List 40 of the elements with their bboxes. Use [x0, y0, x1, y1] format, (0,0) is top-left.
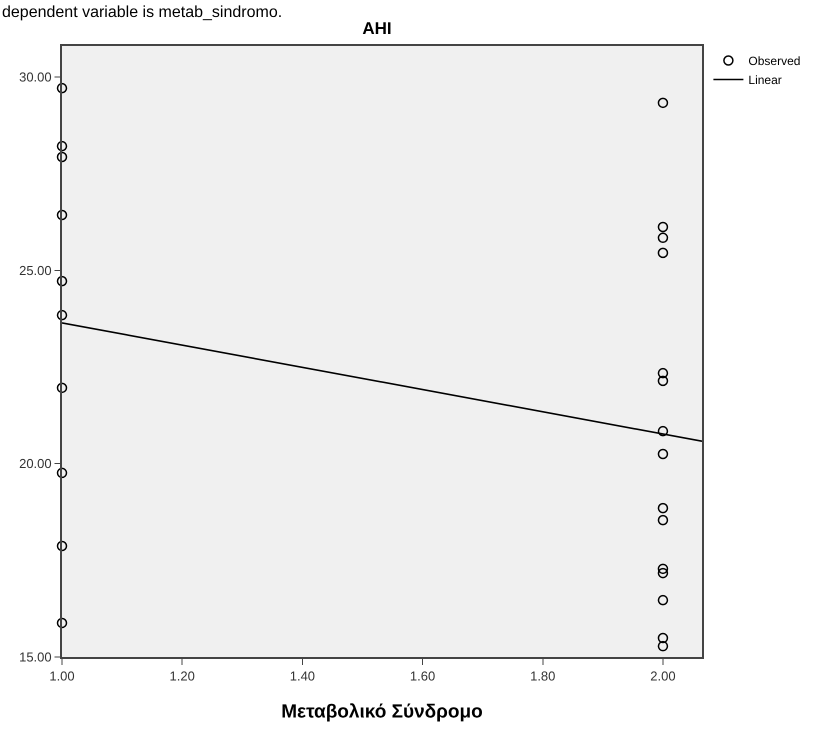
point: [658, 222, 668, 232]
text: dependent variable is metab_sindromo.: [2, 4, 282, 21]
point: [56, 210, 68, 220]
point: [658, 594, 668, 606]
x-tick-label: 2.00: [650, 668, 676, 684]
y-tick-label: 15.00: [19, 650, 52, 665]
x-tick-label: 1.20: [170, 668, 195, 684]
y-tick-label: 20.00: [19, 456, 52, 472]
chart-title: AHI: [362, 18, 392, 38]
legend-label: Observed: [748, 54, 800, 68]
point: [658, 564, 668, 574]
point: [658, 376, 668, 386]
point: [56, 140, 68, 152]
point: [56, 468, 68, 478]
point: [658, 640, 668, 652]
point: [56, 540, 68, 552]
y-tick-label: 30.00: [19, 69, 52, 84]
legend-label: Linear: [748, 73, 782, 88]
point: [56, 276, 68, 286]
point: [56, 310, 68, 320]
point: [658, 502, 668, 514]
point: [56, 618, 68, 628]
point: [658, 568, 668, 578]
point: [56, 382, 68, 394]
point: [56, 82, 68, 94]
x-tick-label: 1.80: [530, 668, 556, 684]
y-tick-label: 25.00: [19, 262, 52, 278]
x-tick-label: 1.00: [49, 668, 75, 684]
point: [658, 232, 668, 244]
x-tick-label: 1.60: [410, 668, 436, 684]
point: [658, 632, 668, 644]
point: [56, 152, 68, 162]
point: [658, 98, 668, 108]
point: [658, 514, 668, 526]
x-axis-title: Μεταβολικό Σύνδρομο: [281, 702, 483, 723]
point: [658, 448, 668, 460]
x-tick-label: 1.40: [290, 668, 316, 684]
point: [658, 248, 668, 258]
point: [658, 426, 668, 436]
point: [658, 368, 668, 378]
